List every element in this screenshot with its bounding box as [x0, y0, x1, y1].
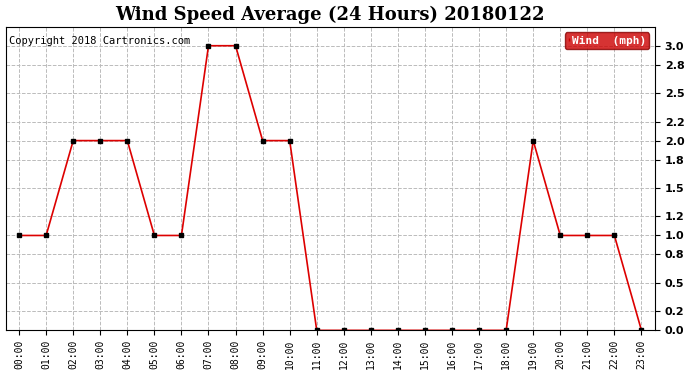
- Title: Wind Speed Average (24 Hours) 20180122: Wind Speed Average (24 Hours) 20180122: [115, 6, 545, 24]
- Legend: Wind  (mph): Wind (mph): [565, 32, 649, 49]
- Text: Copyright 2018 Cartronics.com: Copyright 2018 Cartronics.com: [9, 36, 190, 46]
